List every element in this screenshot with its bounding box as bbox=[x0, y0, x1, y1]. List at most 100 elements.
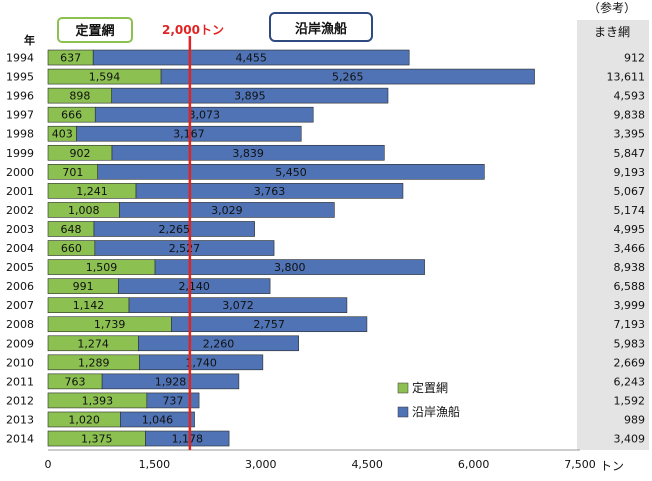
year-label: 2005 bbox=[6, 261, 34, 274]
bar-label-engan: 3,073 bbox=[188, 109, 220, 122]
bar-engan bbox=[119, 202, 335, 218]
year-label: 2002 bbox=[6, 204, 34, 217]
year-label: 2009 bbox=[6, 337, 34, 350]
bar-engan bbox=[92, 49, 410, 66]
bar-label-engan: 3,839 bbox=[232, 147, 264, 160]
year-label: 1994 bbox=[6, 52, 34, 65]
bars-layer: 6374,4551,5945,2658983,8956663,0734033,1… bbox=[47, 49, 535, 447]
bar-label-teichi: 1,008 bbox=[68, 204, 100, 217]
reference-value: 912 bbox=[624, 52, 645, 65]
reference-value: 3,395 bbox=[614, 128, 646, 141]
reference-column-bg bbox=[577, 20, 649, 450]
year-label: 2006 bbox=[6, 280, 34, 293]
reference-value: 3,466 bbox=[614, 242, 646, 255]
bar-label-teichi: 1,594 bbox=[89, 71, 121, 84]
year-label: 2012 bbox=[6, 394, 34, 407]
x-tick-label: 6,000 bbox=[458, 458, 490, 471]
bar-engan bbox=[160, 68, 535, 85]
year-label: 2008 bbox=[6, 318, 34, 331]
bar-label-teichi: 1,393 bbox=[82, 394, 114, 407]
bar-label-teichi: 763 bbox=[65, 375, 86, 388]
bar-label-teichi: 1,274 bbox=[77, 337, 109, 350]
bar-label-teichi: 660 bbox=[61, 242, 82, 255]
x-tick-label: 3,000 bbox=[245, 458, 277, 471]
bar-engan bbox=[94, 106, 314, 123]
year-label: 2014 bbox=[6, 433, 34, 446]
bar-engan bbox=[93, 221, 255, 237]
reference-value: 3,409 bbox=[614, 433, 646, 446]
year-label: 2003 bbox=[6, 223, 34, 236]
reference-column-title: （参考） bbox=[588, 0, 636, 15]
bar-label-teichi: 1,020 bbox=[68, 413, 100, 426]
reference-value: 9,193 bbox=[614, 166, 646, 179]
callout-teichi-text: 定置網 bbox=[74, 23, 114, 39]
reference-value: 8,938 bbox=[614, 261, 646, 274]
bar-label-engan: 4,455 bbox=[235, 52, 267, 65]
year-label: 2010 bbox=[6, 356, 34, 369]
callout-engan-text: 沿岸漁船 bbox=[295, 21, 347, 37]
reference-value: 1,592 bbox=[614, 394, 646, 407]
bar-label-engan: 3,763 bbox=[254, 185, 286, 198]
year-label: 1999 bbox=[6, 147, 34, 160]
x-tick-label: 4,500 bbox=[351, 458, 383, 471]
bar-label-teichi: 666 bbox=[61, 109, 82, 122]
reference-value: 2,669 bbox=[614, 356, 646, 369]
reference-value: 5,067 bbox=[614, 185, 646, 198]
reference-column-header: まき網 bbox=[594, 25, 630, 39]
callout-teichi-box bbox=[57, 17, 133, 43]
bar-engan bbox=[146, 392, 200, 409]
bar-label-engan: 1,928 bbox=[155, 375, 187, 388]
year-label: 2000 bbox=[6, 166, 34, 179]
bar-label-engan: 2,265 bbox=[159, 223, 191, 236]
bar-label-teichi: 1,241 bbox=[76, 185, 108, 198]
bar-label-teichi: 1,375 bbox=[81, 433, 113, 446]
reference-value: 989 bbox=[624, 413, 645, 426]
legend: 定置網 沿岸漁船 bbox=[397, 380, 460, 419]
bar-label-engan: 5,265 bbox=[332, 71, 364, 84]
bar-label-teichi: 1,739 bbox=[94, 318, 126, 331]
year-label: 1995 bbox=[6, 71, 34, 84]
reference-value: 4,593 bbox=[614, 90, 646, 103]
bar-label-engan: 3,895 bbox=[234, 90, 266, 103]
bar-label-teichi: 898 bbox=[69, 90, 90, 103]
reference-value: 13,611 bbox=[607, 71, 646, 84]
bar-label-engan: 2,527 bbox=[169, 242, 201, 255]
bar-engan bbox=[145, 430, 230, 447]
bar-label-engan: 3,800 bbox=[274, 261, 306, 274]
year-label: 1998 bbox=[6, 128, 34, 141]
bar-engan bbox=[94, 240, 275, 256]
y-axis-label: 年 bbox=[24, 33, 35, 47]
reference-value: 5,847 bbox=[614, 147, 646, 160]
bar-label-engan: 5,450 bbox=[275, 166, 307, 179]
bar-label-engan: 2,757 bbox=[253, 318, 285, 331]
bar-label-teichi: 648 bbox=[60, 223, 81, 236]
reference-value: 7,193 bbox=[614, 318, 646, 331]
callout-engan-box bbox=[269, 12, 373, 42]
bar-engan bbox=[97, 164, 485, 180]
bar-engan bbox=[120, 411, 195, 428]
callout-engan: 沿岸漁船 bbox=[269, 12, 373, 42]
legend-label-engan: 沿岸漁船 bbox=[412, 405, 460, 419]
bar-engan bbox=[111, 87, 389, 104]
legend-swatch-teichi bbox=[397, 382, 409, 394]
bar-engan bbox=[154, 259, 425, 275]
year-labels: 1994 1995 1996 1997 1998 1999 2000 2001 2002 2003… bbox=[6, 52, 34, 446]
bar-label-teichi: 637 bbox=[60, 52, 81, 65]
year-label: 2001 bbox=[6, 185, 34, 198]
bar-label-teichi: 403 bbox=[52, 128, 73, 141]
year-label: 2004 bbox=[6, 242, 34, 255]
legend-label-teichi: 定置網 bbox=[412, 380, 448, 395]
bar-engan bbox=[139, 354, 264, 371]
bar-engan bbox=[101, 373, 240, 390]
bar-label-teichi: 1,289 bbox=[78, 356, 110, 369]
bar-label-engan: 2,260 bbox=[203, 337, 235, 350]
legend-swatch-engan bbox=[397, 406, 409, 418]
x-axis: 0 1,500 3,000 4,500 6,000 7,500 bbox=[45, 449, 596, 471]
x-tick-label: 0 bbox=[45, 458, 52, 471]
reference-value: 5,174 bbox=[614, 204, 646, 217]
reference-value: 5,983 bbox=[614, 337, 646, 350]
callout-teichi: 定置網 bbox=[57, 17, 133, 43]
year-label: 2011 bbox=[6, 375, 34, 388]
reference-value: 6,243 bbox=[614, 375, 646, 388]
